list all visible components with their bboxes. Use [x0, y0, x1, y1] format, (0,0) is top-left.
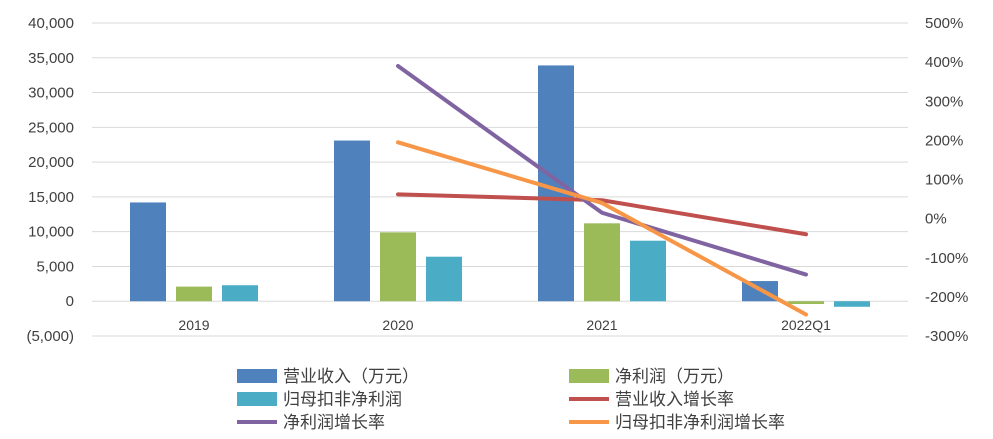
legend-label: 归母扣非净利润 — [283, 390, 402, 409]
left-tick-label: 40,000 — [28, 15, 74, 32]
growth-line — [396, 64, 808, 277]
category-label: 2020 — [382, 317, 413, 333]
legend-swatch-bar — [237, 392, 277, 406]
legend-swatch-bar — [569, 369, 609, 383]
left-axis-ticks: (5,000) 0 5,000 10,000 15,000 20,000 25,000 30,… — [26, 15, 74, 345]
legend-label: 营业收入增长率 — [615, 390, 734, 409]
bar — [222, 285, 258, 302]
left-tick-label: 0 — [66, 293, 74, 310]
right-tick-label: 500% — [925, 15, 963, 32]
right-tick-label: -100% — [925, 250, 968, 267]
category-label: 2021 — [586, 317, 617, 333]
bar — [788, 301, 824, 305]
category-label: 2019 — [178, 317, 209, 333]
growth-lines — [396, 64, 808, 317]
legend-label: 归母扣非净利润增长率 — [615, 413, 785, 432]
legend-swatch-bar — [237, 369, 277, 383]
left-tick-label: 5,000 — [36, 258, 74, 275]
left-tick-label: 25,000 — [28, 119, 74, 136]
bar — [630, 240, 666, 302]
bar — [380, 232, 416, 302]
right-tick-label: 300% — [925, 93, 963, 110]
left-tick-label: 15,000 — [28, 189, 74, 206]
right-tick-label: -200% — [925, 289, 968, 306]
left-tick-label: (5,000) — [26, 328, 74, 345]
right-tick-label: 100% — [925, 172, 963, 189]
category-axis-labels: 2019 2020 2021 2022Q1 — [178, 317, 831, 333]
right-axis-ticks: -300% -200% -100% 0% 100% 200% 300% 400% 500% — [925, 15, 968, 345]
right-tick-label: -300% — [925, 328, 968, 345]
bars — [130, 65, 870, 307]
left-tick-label: 35,000 — [28, 50, 74, 67]
legend-label: 净利润（万元） — [615, 367, 734, 386]
right-tick-label: 200% — [925, 132, 963, 149]
bar — [130, 202, 166, 302]
growth-line — [396, 192, 808, 237]
right-tick-label: 0% — [925, 211, 947, 228]
bar — [584, 223, 620, 302]
left-tick-label: 10,000 — [28, 224, 74, 241]
bar — [334, 140, 370, 302]
left-tick-label: 20,000 — [28, 154, 74, 171]
left-tick-label: 30,000 — [28, 85, 74, 102]
bar — [834, 301, 870, 307]
bar — [176, 286, 212, 302]
growth-line — [396, 140, 808, 317]
legend-label: 净利润增长率 — [283, 413, 385, 432]
gridlines — [92, 22, 908, 337]
bar — [538, 65, 574, 302]
legend-label: 营业收入（万元） — [283, 367, 419, 386]
right-tick-label: 400% — [925, 54, 963, 71]
category-label: 2022Q1 — [781, 317, 831, 333]
bar — [426, 256, 462, 302]
